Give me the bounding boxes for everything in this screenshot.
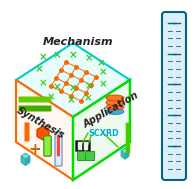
- Text: ×: ×: [85, 81, 93, 91]
- Text: ×: ×: [47, 92, 55, 102]
- Polygon shape: [16, 80, 73, 180]
- Polygon shape: [16, 43, 130, 117]
- FancyBboxPatch shape: [162, 12, 186, 180]
- Text: ×: ×: [39, 52, 47, 62]
- Ellipse shape: [106, 99, 124, 105]
- Text: Mechanism: Mechanism: [43, 37, 113, 47]
- Text: Synthesis: Synthesis: [15, 105, 67, 141]
- Text: ×: ×: [67, 95, 75, 105]
- Ellipse shape: [106, 95, 124, 101]
- Text: ×: ×: [53, 50, 61, 60]
- Text: ×: ×: [99, 79, 107, 89]
- FancyBboxPatch shape: [77, 151, 87, 161]
- Text: ×: ×: [97, 58, 105, 68]
- Text: ×: ×: [99, 67, 107, 77]
- Text: ×: ×: [84, 93, 92, 103]
- Text: ×: ×: [53, 82, 61, 92]
- FancyBboxPatch shape: [19, 105, 51, 112]
- Text: Application: Application: [82, 90, 141, 130]
- Text: ×: ×: [69, 83, 77, 93]
- FancyBboxPatch shape: [44, 136, 51, 156]
- Ellipse shape: [106, 108, 124, 115]
- Polygon shape: [21, 153, 30, 159]
- Polygon shape: [121, 151, 125, 159]
- Text: ×: ×: [85, 53, 93, 63]
- FancyBboxPatch shape: [76, 141, 90, 151]
- FancyBboxPatch shape: [78, 142, 82, 150]
- Polygon shape: [73, 80, 130, 180]
- FancyBboxPatch shape: [25, 122, 29, 142]
- FancyBboxPatch shape: [85, 151, 95, 161]
- Text: ×: ×: [35, 64, 43, 74]
- Polygon shape: [26, 156, 30, 166]
- FancyBboxPatch shape: [19, 97, 51, 102]
- FancyBboxPatch shape: [126, 123, 130, 153]
- FancyBboxPatch shape: [84, 142, 88, 150]
- Ellipse shape: [106, 104, 124, 110]
- FancyBboxPatch shape: [57, 136, 60, 156]
- Polygon shape: [121, 148, 129, 154]
- Polygon shape: [125, 151, 129, 159]
- Polygon shape: [21, 156, 26, 166]
- Text: +: +: [29, 143, 41, 157]
- FancyBboxPatch shape: [55, 132, 62, 166]
- Text: ×: ×: [69, 50, 77, 60]
- Text: SCXRD: SCXRD: [88, 129, 119, 138]
- Text: ×: ×: [39, 78, 47, 88]
